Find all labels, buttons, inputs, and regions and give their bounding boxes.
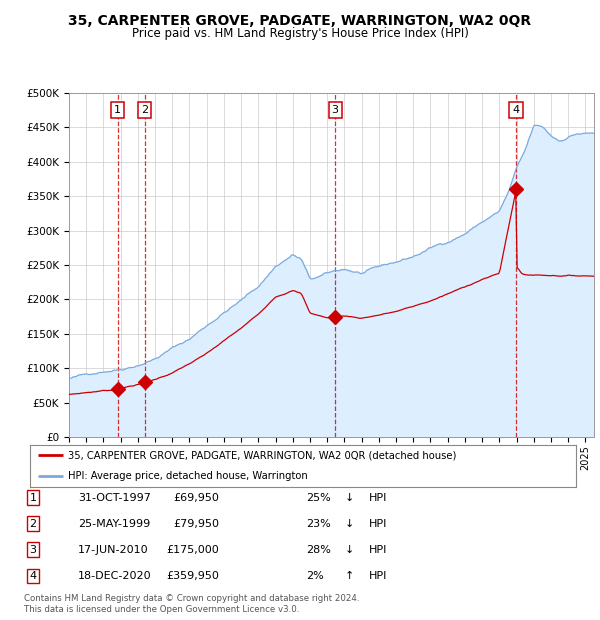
Text: HPI: HPI	[369, 545, 388, 555]
Text: 4: 4	[512, 105, 520, 115]
Text: ↓: ↓	[345, 493, 355, 503]
Text: 2: 2	[141, 105, 148, 115]
Text: ↓: ↓	[345, 519, 355, 529]
Text: 1: 1	[114, 105, 121, 115]
Text: This data is licensed under the Open Government Licence v3.0.: This data is licensed under the Open Gov…	[24, 604, 299, 614]
Text: 3: 3	[332, 105, 338, 115]
Text: 23%: 23%	[306, 519, 331, 529]
Text: HPI: HPI	[369, 519, 388, 529]
Text: ↓: ↓	[345, 545, 355, 555]
Text: £79,950: £79,950	[173, 519, 219, 529]
Text: Contains HM Land Registry data © Crown copyright and database right 2024.: Contains HM Land Registry data © Crown c…	[24, 593, 359, 603]
Text: 4: 4	[29, 571, 37, 581]
Text: 35, CARPENTER GROVE, PADGATE, WARRINGTON, WA2 0QR (detached house): 35, CARPENTER GROVE, PADGATE, WARRINGTON…	[68, 450, 457, 460]
Text: 18-DEC-2020: 18-DEC-2020	[78, 571, 152, 581]
Text: £69,950: £69,950	[173, 493, 219, 503]
Text: 2: 2	[29, 519, 37, 529]
Text: 17-JUN-2010: 17-JUN-2010	[78, 545, 149, 555]
Text: HPI: Average price, detached house, Warrington: HPI: Average price, detached house, Warr…	[68, 471, 308, 481]
Text: £359,950: £359,950	[166, 571, 219, 581]
Text: 1: 1	[29, 493, 37, 503]
Text: HPI: HPI	[369, 571, 388, 581]
Text: 25-MAY-1999: 25-MAY-1999	[78, 519, 150, 529]
Text: 25%: 25%	[306, 493, 331, 503]
Text: 3: 3	[29, 545, 37, 555]
Text: 35, CARPENTER GROVE, PADGATE, WARRINGTON, WA2 0QR: 35, CARPENTER GROVE, PADGATE, WARRINGTON…	[68, 14, 532, 29]
Text: Price paid vs. HM Land Registry's House Price Index (HPI): Price paid vs. HM Land Registry's House …	[131, 27, 469, 40]
Text: ↑: ↑	[345, 571, 355, 581]
Text: 31-OCT-1997: 31-OCT-1997	[78, 493, 151, 503]
Text: 28%: 28%	[306, 545, 331, 555]
Text: 2%: 2%	[306, 571, 324, 581]
Text: £175,000: £175,000	[166, 545, 219, 555]
Text: HPI: HPI	[369, 493, 388, 503]
